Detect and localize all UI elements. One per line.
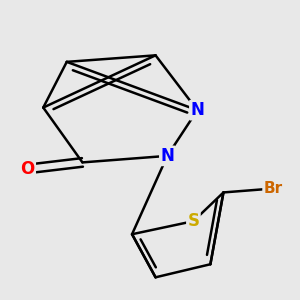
- Text: S: S: [188, 212, 200, 230]
- Text: Br: Br: [263, 181, 283, 196]
- Text: N: N: [160, 147, 174, 165]
- Text: O: O: [20, 160, 35, 178]
- Text: N: N: [190, 101, 204, 119]
